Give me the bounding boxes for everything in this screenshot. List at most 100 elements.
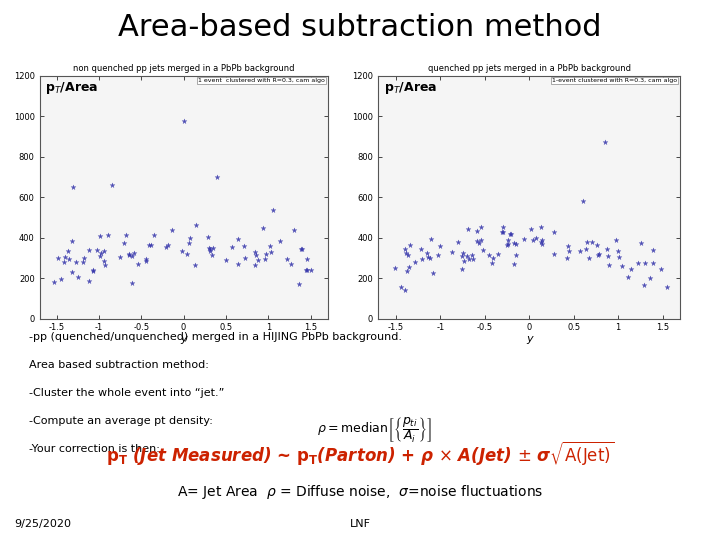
Point — [301, 266, 312, 274]
Point — [510, 251, 522, 260]
Title: quenched pp jets merged in a PbPb background: quenched pp jets merged in a PbPb backgr… — [428, 64, 631, 73]
Point — [622, 273, 634, 282]
Text: Area based subtraction method:: Area based subtraction method: — [29, 360, 209, 370]
Point — [264, 242, 276, 251]
Point — [267, 206, 279, 214]
Text: -Cluster the whole event into “jet.”: -Cluster the whole event into “jet.” — [29, 388, 224, 399]
Point — [563, 247, 575, 255]
Point — [58, 258, 70, 266]
Point — [528, 235, 539, 244]
Point — [502, 236, 513, 245]
Point — [471, 236, 482, 245]
Point — [647, 245, 658, 254]
Point — [472, 227, 483, 235]
Point — [250, 250, 261, 259]
Point — [467, 251, 478, 259]
Point — [261, 250, 272, 259]
Point — [496, 227, 508, 236]
Point — [106, 180, 117, 190]
Text: $\rho = \mathrm{median}\left[\left\{\dfrac{p_{ti}}{A_i}\right\}\right]$: $\rho = \mathrm{median}\left[\left\{\dfr… — [317, 416, 432, 446]
Point — [226, 242, 238, 251]
Point — [285, 260, 297, 269]
Point — [477, 246, 489, 254]
Point — [289, 226, 300, 234]
Point — [518, 235, 530, 244]
Point — [99, 256, 110, 265]
Point — [84, 277, 95, 286]
Point — [395, 283, 407, 292]
Point — [127, 279, 138, 287]
Point — [452, 238, 464, 247]
Point — [102, 231, 114, 240]
Point — [176, 246, 188, 255]
Point — [426, 235, 437, 244]
Point — [258, 255, 270, 264]
Point — [593, 249, 605, 258]
Point — [502, 241, 513, 249]
Point — [94, 252, 106, 260]
Point — [525, 225, 536, 233]
Point — [66, 237, 78, 246]
Text: p$_T$/Area: p$_T$/Area — [45, 80, 99, 97]
Point — [118, 239, 130, 247]
Point — [401, 267, 413, 275]
Point — [62, 247, 73, 255]
X-axis label: y: y — [526, 334, 533, 344]
Point — [212, 173, 223, 181]
Point — [404, 240, 415, 249]
Point — [403, 262, 415, 271]
Text: -pp (quenched/unquenched) merged in a HIJING PbPb background.: -pp (quenched/unquenched) merged in a HI… — [29, 332, 402, 342]
Point — [639, 258, 650, 267]
Point — [72, 273, 84, 281]
Point — [616, 262, 628, 271]
Point — [463, 255, 474, 264]
Point — [98, 247, 109, 255]
Point — [581, 237, 593, 246]
Text: Area-based subtraction method: Area-based subtraction method — [118, 14, 602, 43]
Point — [204, 246, 215, 255]
Point — [417, 255, 428, 264]
Point — [580, 245, 592, 253]
Point — [204, 245, 216, 254]
Point — [48, 278, 60, 286]
Text: $\mathbf{p_T}$ (Jet Measured) ~ $\mathbf{p_T}$(Parton) + $\boldsymbol{\rho}$ $\t: $\mathbf{p_T}$ (Jet Measured) ~ $\mathbf… — [106, 440, 614, 468]
Point — [296, 245, 307, 254]
Point — [88, 267, 99, 275]
Point — [189, 261, 201, 269]
Point — [603, 252, 614, 261]
Point — [632, 259, 644, 268]
Point — [183, 239, 194, 247]
Point — [603, 261, 614, 269]
Point — [184, 233, 196, 242]
Point — [160, 243, 171, 252]
Point — [428, 269, 439, 278]
Point — [497, 227, 508, 236]
Point — [257, 224, 269, 232]
Point — [587, 238, 598, 247]
Point — [253, 256, 264, 265]
Point — [456, 251, 468, 260]
Point — [613, 252, 625, 261]
Point — [88, 266, 99, 274]
Point — [421, 249, 433, 258]
Point — [233, 235, 244, 244]
Point — [410, 258, 421, 267]
Point — [127, 251, 138, 260]
Point — [510, 240, 522, 249]
Point — [562, 242, 574, 251]
Point — [461, 252, 472, 261]
Point — [178, 117, 189, 125]
Text: 9/25/2020: 9/25/2020 — [14, 519, 71, 529]
Point — [474, 239, 485, 248]
Point — [145, 241, 156, 249]
Point — [467, 255, 479, 264]
Point — [599, 138, 611, 147]
Point — [486, 259, 498, 267]
Point — [476, 223, 487, 232]
Point — [166, 226, 178, 234]
Point — [462, 225, 474, 233]
Point — [52, 254, 63, 262]
Point — [647, 259, 659, 268]
Point — [204, 244, 215, 252]
Point — [274, 237, 286, 245]
